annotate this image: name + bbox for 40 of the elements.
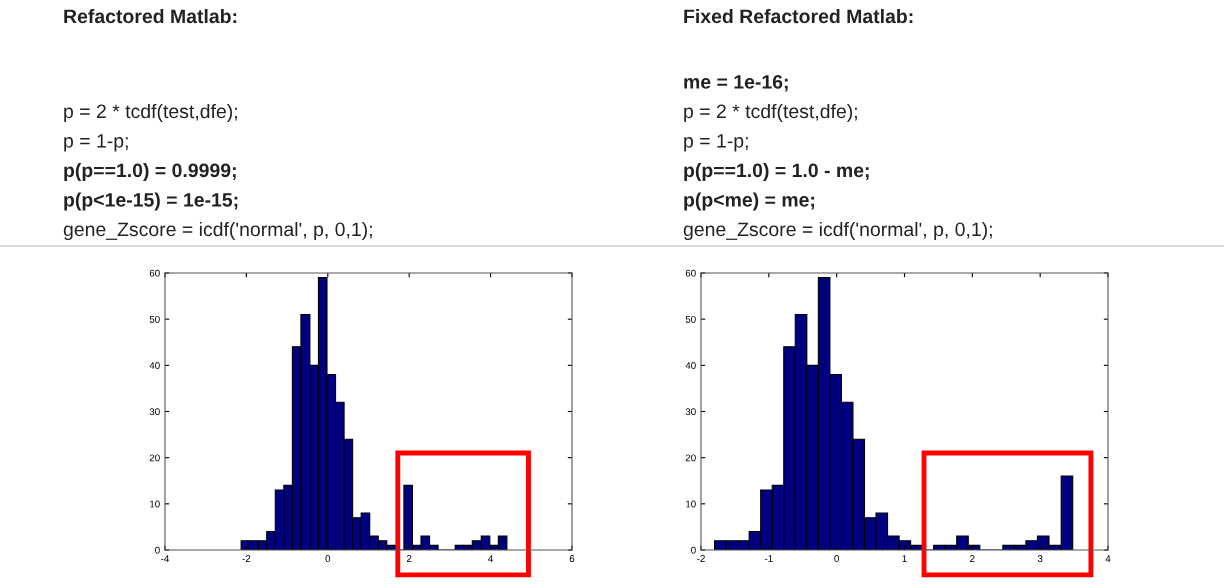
text: p = 1-p;: [684, 134, 748, 152]
text: p(p<me) = me;: [684, 192, 815, 211]
x-tick-label: -2: [697, 555, 705, 562]
text: gene_Zscore = icdf('normal', p, 0,1);: [683, 221, 992, 241]
x-tick-label: -2: [242, 555, 251, 562]
x-tick-label: 3: [1037, 555, 1043, 562]
y-tick-label: 0: [155, 546, 160, 554]
y-tick-label: 30: [685, 408, 696, 416]
y-tick-label: 40: [685, 362, 696, 369]
text: p(p<1e-15) = 1e-15;: [64, 192, 238, 211]
text: p(p==1.0) = 0.9999;: [64, 162, 236, 182]
y-tick-label: 20: [149, 454, 160, 462]
y-tick-label: 50: [685, 315, 696, 323]
x-tick-label: -1: [764, 555, 773, 562]
chart-title: Fixed Refactored Matlab:: [684, 8, 913, 24]
y-tick-label: 60: [685, 269, 696, 277]
x-tick-label: 2: [406, 555, 412, 562]
y-tick-label: 60: [149, 269, 160, 277]
text: me = 1e-16;: [684, 74, 788, 92]
y-tick-label: 50: [149, 315, 160, 323]
text: p = 2 * tcdf(test,dfe);: [684, 103, 857, 123]
x-tick-label: 4: [488, 555, 494, 562]
chart-title: Refactored Matlab:: [64, 8, 237, 24]
x-tick-label: 1: [902, 555, 907, 562]
text: p = 1-p;: [64, 134, 128, 152]
x-tick-label: 0: [834, 555, 839, 562]
y-tick-label: 10: [150, 500, 160, 508]
y-tick-label: 20: [685, 454, 696, 462]
text: p(p==1.0) = 1.0 - me;: [684, 162, 869, 182]
x-tick-label: 6: [569, 555, 575, 562]
y-tick-label: 10: [686, 500, 696, 508]
x-tick-label: -4: [161, 555, 170, 562]
y-tick-label: 0: [691, 546, 696, 554]
x-tick-label: 2: [970, 555, 975, 562]
y-tick-label: 30: [149, 408, 160, 416]
x-tick-label: 4: [1105, 555, 1111, 562]
text: p = 2 * tcdf(test,dfe);: [64, 103, 237, 123]
x-tick-label: 0: [325, 555, 331, 562]
y-tick-label: 40: [149, 362, 160, 369]
text: gene_Zscore = icdf('normal', p, 0,1);: [63, 221, 372, 241]
